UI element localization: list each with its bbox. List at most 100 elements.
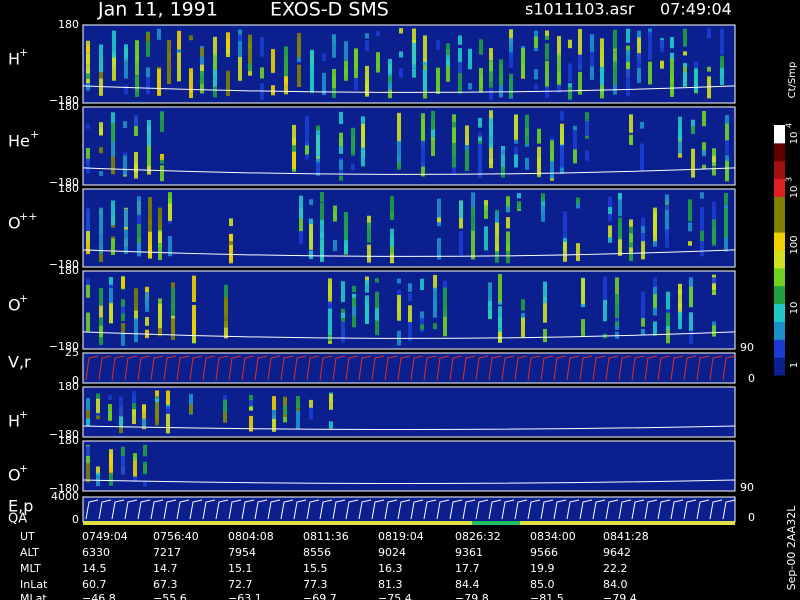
spectrogram-cell bbox=[166, 401, 170, 409]
spectrogram-cell bbox=[707, 76, 711, 99]
spectrogram-cell bbox=[155, 402, 159, 423]
spectrogram-cell bbox=[600, 85, 604, 99]
spectrogram-cell bbox=[238, 35, 242, 42]
spectrogram-cell bbox=[134, 288, 138, 313]
ephemeris-value: 15.1 bbox=[228, 562, 253, 575]
spectrogram-cell bbox=[111, 200, 115, 226]
panel-background bbox=[83, 189, 735, 267]
spectrogram-cell bbox=[712, 201, 716, 230]
spectrogram-cell bbox=[157, 28, 161, 40]
spectrogram-cell bbox=[678, 302, 682, 319]
spectrogram-cell bbox=[446, 48, 450, 67]
spectrogram-cell bbox=[229, 233, 233, 241]
spectrogram-cell bbox=[200, 47, 204, 57]
spectrogram-cell bbox=[309, 408, 313, 415]
colorbar-label-base: 1 bbox=[789, 362, 800, 368]
ephemeris-value: −55.6 bbox=[153, 592, 187, 600]
spectrogram-cell bbox=[320, 219, 324, 237]
spectrogram-cell bbox=[200, 78, 204, 94]
spectrogram-cell bbox=[489, 110, 493, 121]
spectrogram-cell bbox=[86, 239, 90, 255]
y-tick-label: 180 bbox=[58, 100, 79, 113]
spectrogram-cell bbox=[629, 219, 633, 227]
spectrogram-cell bbox=[341, 312, 345, 318]
ephemeris-value: 0819:04 bbox=[378, 530, 424, 543]
spectrogram-cell bbox=[124, 85, 128, 95]
spectrogram-cell bbox=[158, 207, 162, 234]
spectrogram-cell bbox=[694, 61, 698, 71]
spectrogram-cell bbox=[99, 325, 103, 338]
spectrogram-cell bbox=[517, 201, 521, 210]
spectrogram-cell bbox=[408, 305, 412, 323]
y-tick-label: 0 bbox=[72, 374, 79, 387]
spectrogram-cell bbox=[249, 399, 253, 406]
spectrogram-cell bbox=[509, 52, 513, 68]
spectrogram-cell bbox=[489, 143, 493, 169]
y-tick-label: 180 bbox=[58, 264, 79, 277]
spectrogram-cell bbox=[123, 155, 127, 176]
spectrogram-cell bbox=[320, 202, 324, 225]
ephemeris-value: 81.3 bbox=[378, 578, 403, 591]
spectrogram-cell bbox=[121, 332, 125, 346]
spectrogram-cell bbox=[478, 156, 482, 179]
colorbar-segment bbox=[774, 357, 785, 376]
ephemeris-value: 0834:00 bbox=[530, 530, 576, 543]
panel-frame bbox=[82, 440, 736, 492]
spectrogram-cell bbox=[666, 312, 670, 327]
spectrogram-cell bbox=[189, 393, 193, 404]
ephemeris-value: 9024 bbox=[378, 546, 406, 559]
colorbar-segment bbox=[774, 214, 785, 233]
spectrogram-cell bbox=[390, 228, 394, 247]
spectrogram-cell bbox=[683, 62, 687, 68]
ephemeris-value: 0756:40 bbox=[153, 530, 199, 543]
spectrogram-cell bbox=[495, 211, 499, 225]
panel-label: QA bbox=[8, 512, 27, 527]
colorbar-label: 10 4 bbox=[785, 123, 800, 144]
spectrogram-cell bbox=[653, 294, 657, 308]
spectrogram-cell bbox=[200, 70, 204, 84]
spectrogram-cell bbox=[702, 164, 706, 170]
spectrogram-cell bbox=[146, 31, 150, 57]
spectrogram-cell bbox=[712, 219, 716, 246]
spectrogram-cell bbox=[700, 192, 704, 199]
spectrogram-cell bbox=[653, 237, 657, 247]
spectrogram-cell bbox=[665, 229, 669, 248]
spectrogram-cell bbox=[143, 480, 147, 487]
spectrogram-cell bbox=[550, 151, 554, 179]
panel-label: O bbox=[8, 296, 21, 315]
spectrogram-cell bbox=[590, 51, 594, 74]
spectrogram-cell bbox=[581, 278, 585, 304]
ephemeris-value: 72.7 bbox=[228, 578, 253, 591]
spectrogram-cell bbox=[145, 292, 149, 312]
ephemeris-value: 17.7 bbox=[455, 562, 480, 575]
spectrogram-cell bbox=[725, 123, 729, 141]
spectrogram-cell bbox=[637, 37, 641, 59]
y-tick-label: 180 bbox=[58, 18, 79, 31]
panel-frame bbox=[82, 270, 736, 350]
spectrogram-cell bbox=[568, 87, 572, 100]
spectrogram-cell bbox=[316, 125, 320, 131]
spectrogram-cell bbox=[109, 473, 113, 486]
spectrogram-cell bbox=[618, 217, 622, 240]
spectrogram-cell bbox=[361, 116, 365, 126]
header-date: Jan 11, 1991 bbox=[97, 0, 218, 21]
spectrogram-cell bbox=[509, 73, 513, 97]
spectrogram-cell bbox=[615, 277, 619, 307]
spectrogram-cell bbox=[112, 52, 116, 81]
y-tick-label: −180 bbox=[49, 340, 79, 353]
spectrogram-cell bbox=[499, 78, 503, 98]
spectrogram-cell bbox=[488, 301, 492, 319]
spectrogram-cell bbox=[653, 286, 657, 292]
ephemeris-value: 60.7 bbox=[82, 578, 107, 591]
spectrogram-cell bbox=[412, 68, 416, 78]
pitch-angle-curve bbox=[82, 425, 736, 430]
ephemeris-label: MLT bbox=[20, 562, 41, 575]
spectrogram-cell bbox=[213, 36, 217, 65]
spectrogram-cell bbox=[112, 30, 116, 58]
spectrogram-cell bbox=[299, 226, 303, 245]
spectrogram-cell bbox=[121, 306, 125, 314]
spectrogram-cell bbox=[458, 35, 462, 45]
ephemeris-value: 0804:08 bbox=[228, 530, 274, 543]
spectrogram-cell bbox=[626, 28, 630, 43]
spectrogram-cell bbox=[96, 398, 100, 414]
